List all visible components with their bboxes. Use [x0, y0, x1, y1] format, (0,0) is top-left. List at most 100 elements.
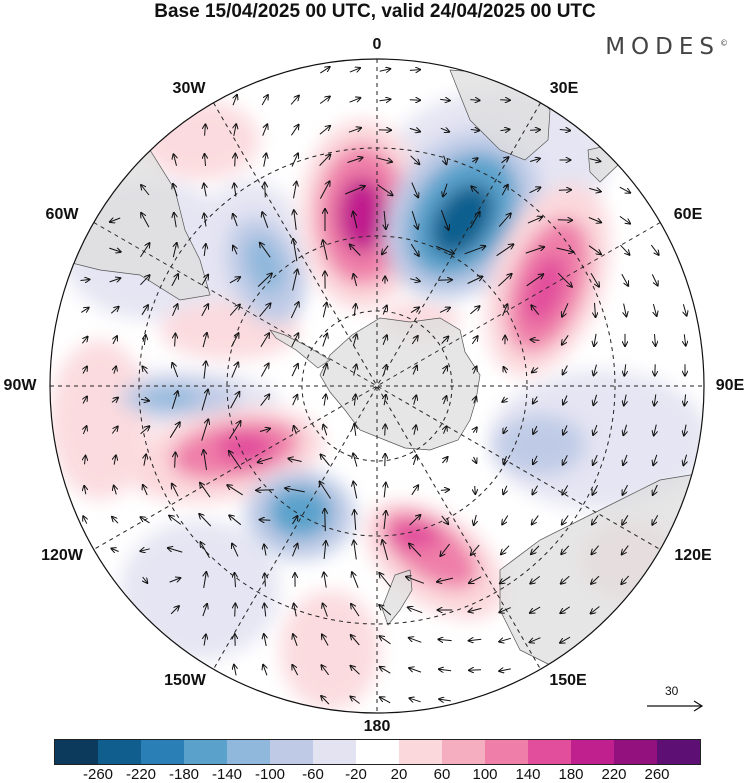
colorbar-swatch — [313, 740, 356, 764]
colorbar-tick-label: -140 — [211, 766, 243, 783]
wind-arrow — [294, 604, 297, 617]
wind-arrow — [229, 277, 240, 284]
wind-arrow — [294, 182, 297, 199]
wind-arrow — [440, 128, 449, 132]
wind-arrow — [81, 308, 88, 313]
wind-arrow — [502, 304, 508, 316]
wind-arrow — [501, 185, 508, 196]
wind-arrow — [441, 515, 448, 524]
wind-arrow — [593, 394, 596, 405]
wind-arrow — [500, 576, 511, 584]
wind-arrow — [684, 394, 685, 405]
wind-arrow — [470, 130, 479, 131]
wind-arrow — [594, 333, 596, 346]
wind-arrow — [204, 450, 207, 470]
wind-arrow — [292, 395, 298, 406]
wind-arrow — [499, 607, 511, 613]
wind-arrow — [144, 335, 145, 346]
wind-arrow — [143, 576, 148, 583]
wind-arrow — [409, 515, 421, 526]
wind-arrow — [526, 274, 544, 287]
lon-label-150e: 150E — [549, 672, 587, 689]
colorbar-tick-label: -220 — [125, 766, 157, 783]
wind-arrow — [379, 605, 392, 616]
wind-arrow — [441, 337, 449, 344]
wind-arrow — [471, 186, 480, 194]
colorbar-swatch — [399, 740, 442, 764]
anomaly-core — [217, 432, 273, 464]
colorbar-tick-label: -20 — [345, 766, 367, 783]
wind-arrow — [383, 335, 387, 345]
wind-arrow — [410, 155, 420, 164]
colorbar-swatch — [528, 740, 571, 764]
wind-arrow — [440, 99, 450, 100]
wind-arrow — [533, 455, 537, 464]
wind-arrow — [444, 426, 447, 434]
wind-arrow — [622, 545, 629, 555]
wind-arrow — [474, 514, 477, 525]
wind-arrow — [261, 95, 268, 106]
wind-arrow — [527, 217, 542, 224]
wind-arrow — [591, 606, 600, 614]
lon-label-180: 180 — [363, 718, 391, 735]
reference-vector-label: 30 — [665, 684, 679, 698]
wind-arrow — [323, 364, 327, 377]
wind-arrow — [293, 634, 298, 646]
wind-arrow — [323, 604, 328, 617]
wind-arrow — [561, 575, 570, 583]
colorbar-tick-label: 260 — [644, 766, 670, 783]
wind-arrow — [173, 184, 178, 197]
wind-arrow — [141, 185, 150, 196]
wind-arrow — [294, 426, 297, 435]
wind-arrow — [410, 279, 420, 282]
wind-arrow — [259, 303, 271, 317]
wind-arrow — [265, 183, 266, 198]
colorbar-tick-label: -180 — [168, 766, 200, 783]
wind-arrow — [469, 576, 482, 583]
anomaly-core — [389, 521, 441, 549]
wind-arrow — [650, 244, 658, 255]
wind-arrow — [172, 304, 178, 316]
wind-arrow — [140, 243, 150, 258]
wind-arrow — [557, 272, 572, 287]
wind-arrow — [560, 606, 570, 613]
wind-arrow — [623, 454, 627, 465]
wind-arrow — [382, 540, 389, 561]
wind-arrow — [200, 483, 211, 498]
wind-arrow — [411, 485, 418, 496]
wind-arrow — [624, 394, 626, 406]
wind-arrow — [174, 154, 177, 166]
wind-arrow — [352, 572, 359, 588]
lon-label-120w: 120W — [41, 547, 83, 564]
lon-label-90e: 90E — [715, 377, 745, 394]
colorbar-tick-label: -60 — [302, 766, 324, 783]
wind-arrow — [532, 485, 539, 495]
wind-arrow — [112, 517, 119, 524]
wind-arrow — [292, 665, 299, 676]
wind-arrow — [532, 515, 539, 525]
wind-arrow — [619, 215, 630, 223]
wind-arrow — [260, 333, 269, 347]
anomaly-core — [495, 415, 585, 475]
wind-arrow — [204, 184, 206, 197]
wind-arrow — [264, 545, 266, 556]
wind-arrow — [140, 275, 149, 286]
wind-arrow — [469, 608, 482, 611]
wind-arrow — [290, 125, 298, 136]
wind-arrow — [444, 396, 447, 405]
wind-arrow — [530, 606, 541, 613]
reference-arrow — [647, 700, 704, 712]
wind-arrow — [623, 424, 626, 435]
wind-arrow — [504, 367, 507, 374]
wind-arrow — [319, 181, 329, 199]
wind-arrow — [235, 604, 236, 617]
wind-arrow — [379, 69, 391, 71]
colorbar-swatch — [141, 740, 184, 764]
wind-arrow — [229, 305, 240, 316]
wind-arrow — [683, 304, 686, 315]
lon-label-30e: 30E — [549, 80, 579, 97]
wind-arrow — [588, 245, 601, 255]
wind-arrow — [231, 362, 238, 378]
wind-arrow — [140, 399, 149, 401]
wind-arrow — [474, 397, 476, 404]
